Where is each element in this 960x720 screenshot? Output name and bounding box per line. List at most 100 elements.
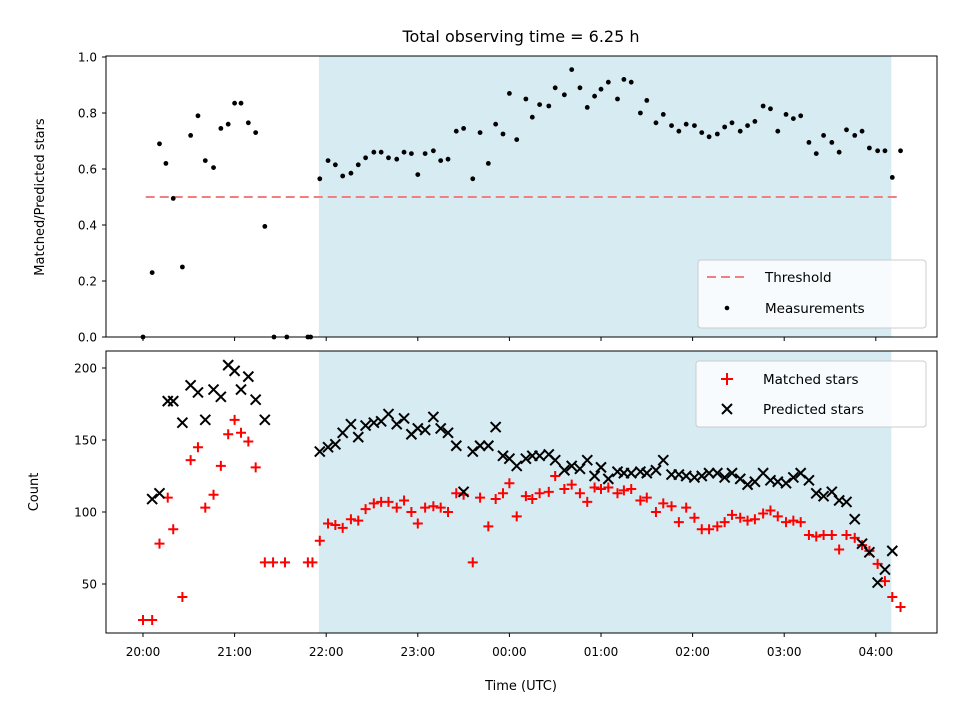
measurement-point bbox=[737, 128, 743, 134]
matched-star-point bbox=[154, 538, 165, 549]
measurement-point bbox=[408, 151, 414, 157]
measurement-point bbox=[592, 93, 597, 99]
matched-star-point bbox=[735, 512, 746, 523]
matched-star-point bbox=[872, 558, 883, 569]
predicted-star-point bbox=[549, 454, 561, 466]
matched-star-point bbox=[841, 530, 852, 541]
predicted-star-point bbox=[215, 391, 227, 403]
predicted-star-point bbox=[734, 473, 746, 485]
matched-star-point bbox=[490, 494, 501, 505]
measurement-point bbox=[394, 156, 400, 162]
measurement-point bbox=[500, 131, 506, 137]
measurement-point bbox=[386, 155, 391, 161]
matched-star-point bbox=[185, 455, 196, 466]
measurement-point bbox=[232, 100, 238, 106]
predicted-star-point bbox=[726, 467, 738, 479]
measurement-point bbox=[706, 134, 712, 140]
measurement-point bbox=[783, 112, 789, 117]
predicted-star-point bbox=[558, 464, 571, 476]
measurement-point bbox=[340, 173, 346, 179]
x-tick-label: 21:00 bbox=[217, 645, 252, 659]
matched-star-point bbox=[826, 530, 837, 541]
predicted-star-point bbox=[474, 440, 486, 452]
measurement-point bbox=[653, 120, 659, 126]
predicted-star-point bbox=[146, 493, 158, 505]
measurement-point bbox=[577, 85, 583, 91]
measurement-point bbox=[157, 141, 162, 147]
predicted-star-point bbox=[511, 460, 523, 472]
measurement-point bbox=[262, 224, 268, 229]
matched-star-point bbox=[689, 512, 700, 523]
measurement-point bbox=[470, 176, 476, 182]
predicted-star-point bbox=[322, 441, 334, 453]
matched-star-point bbox=[857, 540, 868, 551]
measurement-point bbox=[546, 103, 552, 109]
matched-star-point bbox=[504, 478, 515, 489]
measurement-point bbox=[170, 196, 176, 201]
x-tick-label: 23:00 bbox=[401, 645, 436, 659]
matched-star-point bbox=[673, 517, 684, 528]
x-tick-label: 02:00 bbox=[675, 645, 710, 659]
predicted-star-point bbox=[345, 418, 357, 430]
measurement-point bbox=[714, 131, 720, 137]
matched-star-point bbox=[550, 471, 561, 481]
measurement-point bbox=[401, 149, 407, 155]
matched-star-point bbox=[527, 494, 538, 505]
y-tick-label-top: 0.2 bbox=[78, 275, 97, 289]
matched-star-point bbox=[772, 511, 783, 522]
predicted-star-point bbox=[153, 487, 166, 499]
panel-top-frame bbox=[105, 55, 938, 338]
measurement-point bbox=[745, 123, 750, 128]
matched-star-point bbox=[467, 557, 478, 568]
matched-star-point bbox=[412, 518, 423, 529]
measurement-point bbox=[660, 112, 666, 117]
predicted-star-point bbox=[718, 471, 731, 484]
matched-star-point bbox=[323, 518, 334, 529]
matched-star-point bbox=[406, 507, 417, 517]
measurement-point bbox=[238, 100, 244, 106]
matched-star-point bbox=[391, 502, 402, 513]
predicted-star-point bbox=[192, 386, 204, 399]
predicted-star-point bbox=[787, 471, 800, 484]
matched-star-point bbox=[795, 517, 806, 528]
measurement-point bbox=[844, 127, 849, 133]
y-axis-label-bottom: Count bbox=[27, 473, 42, 512]
predicted-star-point bbox=[336, 427, 349, 439]
predicted-star-point bbox=[588, 470, 601, 482]
y-tick-label-bottom: 100 bbox=[74, 506, 97, 520]
measurement-point bbox=[644, 98, 650, 103]
predicted-star-point bbox=[249, 393, 262, 406]
predicted-star-point bbox=[741, 478, 754, 491]
matched-star-point bbox=[314, 535, 325, 546]
matched-star-point bbox=[849, 532, 860, 543]
matched-star-point bbox=[803, 530, 814, 541]
matched-star-point bbox=[666, 501, 677, 512]
matched-star-point bbox=[758, 508, 769, 519]
measurement-point bbox=[523, 96, 529, 102]
predicted-star-point bbox=[879, 563, 891, 576]
matched-star-point bbox=[543, 486, 554, 497]
measurement-point bbox=[195, 113, 201, 119]
predicted-star-point bbox=[467, 445, 479, 458]
matched-star-point bbox=[749, 514, 760, 525]
matched-star-point bbox=[834, 544, 845, 555]
measurement-point bbox=[415, 172, 421, 178]
panel-ratio: 0.0 0.2 0.4 0.6 0.8 1.0 Matched/Predicted sta… bbox=[33, 51, 938, 345]
predicted-star-point bbox=[489, 421, 502, 433]
predicted-star-point bbox=[359, 419, 372, 432]
matched-star-point bbox=[192, 442, 203, 453]
predicted-star-point bbox=[595, 461, 607, 474]
measurement-point bbox=[584, 105, 590, 110]
matched-star-point bbox=[435, 502, 446, 513]
measurement-point bbox=[752, 119, 758, 124]
predicted-star-point bbox=[657, 454, 669, 466]
predicted-star-point bbox=[419, 424, 431, 436]
legend-top: Threshold Measurements bbox=[697, 259, 927, 329]
predicted-star-point bbox=[886, 545, 898, 557]
measurement-point bbox=[461, 125, 466, 131]
measurement-point bbox=[445, 156, 451, 162]
measurement-point bbox=[514, 137, 520, 143]
legend-bottom: Matched stars Predicted stars bbox=[695, 360, 927, 428]
predicted-star-point bbox=[352, 431, 364, 443]
